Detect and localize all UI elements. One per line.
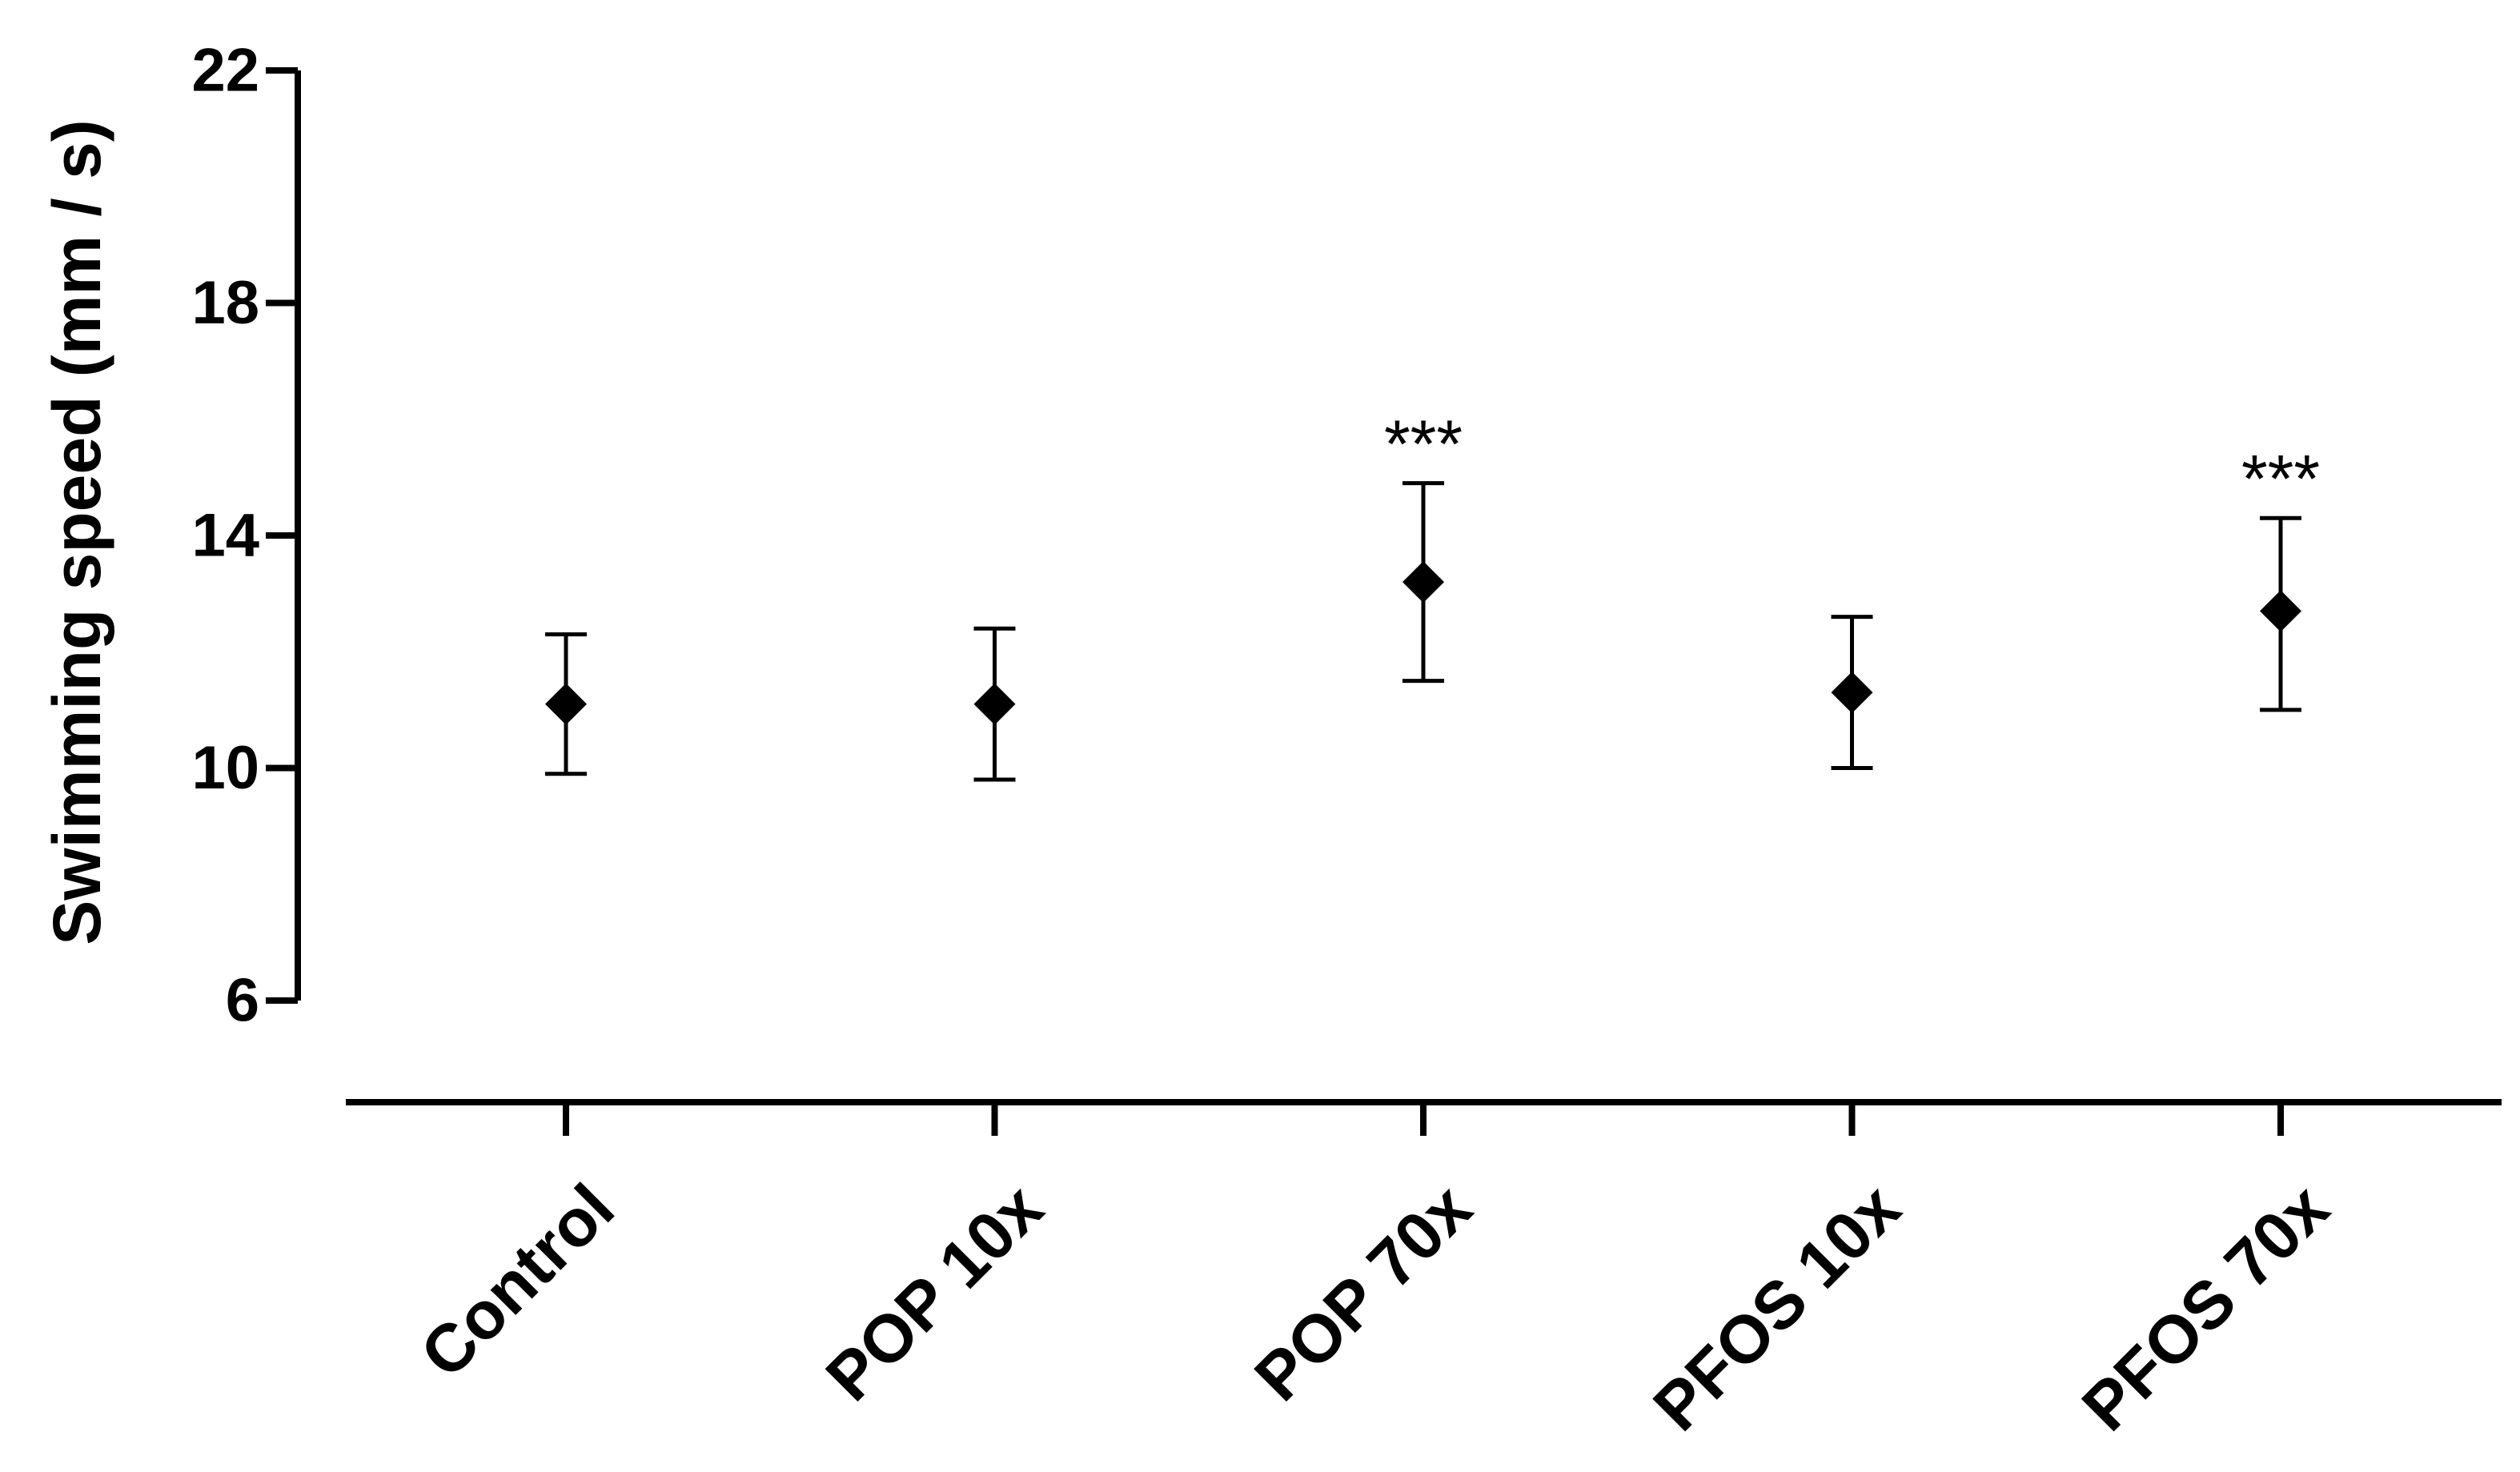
- data-point-diamond: [973, 683, 1016, 725]
- data-point-diamond: [2260, 590, 2301, 632]
- y-axis: 6 10 14 18 22: [191, 37, 301, 1035]
- x-tick-label: PFOS 70x: [2068, 1169, 2343, 1445]
- x-tick-label: POP 10x: [812, 1169, 1057, 1415]
- significance-annotation: ***: [2241, 441, 2320, 516]
- significance-annotation: ***: [1384, 407, 1463, 482]
- x-axis: Control POP 10x POP 70x PFOS 10x PFOS 70x: [346, 1099, 2502, 1445]
- x-tick-label: PFOS 10x: [1639, 1169, 1914, 1445]
- y-tick-label: 22: [191, 37, 259, 105]
- data-point-diamond: [545, 683, 587, 725]
- plot-area: *** ***: [545, 407, 2320, 782]
- x-tick-label: POP 70x: [1240, 1169, 1486, 1415]
- data-point-diamond: [1831, 672, 1873, 714]
- y-tick-label: 18: [191, 269, 259, 337]
- y-tick-label: 10: [191, 734, 259, 802]
- y-tick-label: 6: [226, 967, 259, 1035]
- data-point-diamond: [1402, 561, 1444, 604]
- y-tick-label: 14: [191, 502, 259, 570]
- y-axis-title: Swimming speed (mm / s): [39, 119, 114, 945]
- x-tick-label: Control: [406, 1169, 628, 1392]
